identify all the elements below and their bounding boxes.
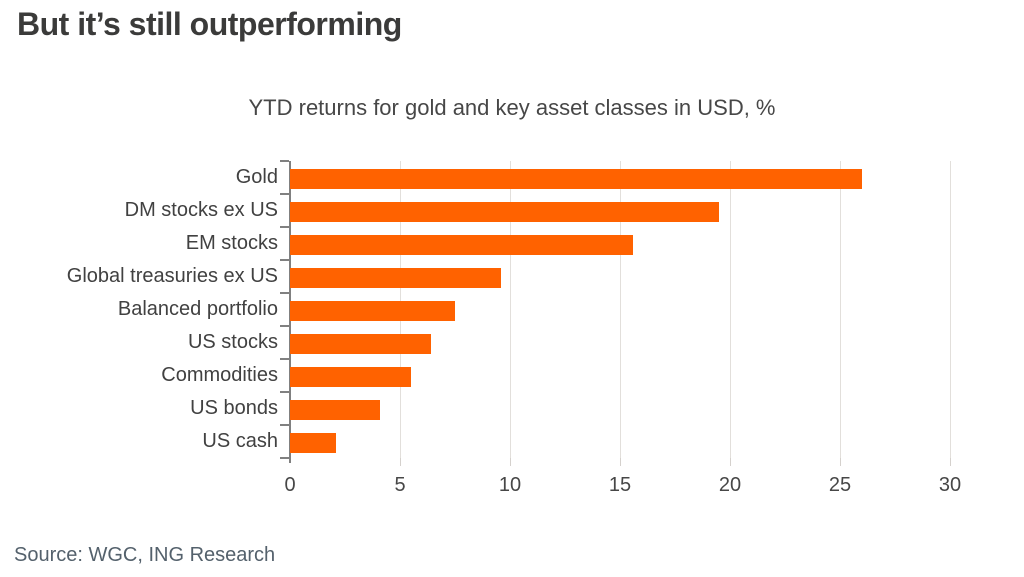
category-label-us-bonds: US bonds bbox=[190, 397, 278, 419]
x-tick-label-30: 30 bbox=[938, 474, 962, 496]
x-tick-label-5: 5 bbox=[394, 474, 406, 496]
category-label-global-treasuries-ex-us: Global treasuries ex US bbox=[66, 265, 278, 287]
y-axis-tick-6 bbox=[280, 358, 289, 360]
x-axis-tick-20 bbox=[730, 458, 731, 466]
x-tick-label-10: 10 bbox=[498, 474, 522, 496]
category-label-gold: Gold bbox=[235, 166, 278, 188]
bar-gold bbox=[290, 168, 862, 189]
bar-commodities bbox=[290, 366, 411, 387]
x-tick-label-0: 0 bbox=[284, 474, 296, 496]
category-label-us-stocks: US stocks bbox=[187, 331, 278, 353]
x-gridline-15 bbox=[620, 161, 621, 458]
y-axis-tick-4 bbox=[280, 292, 289, 294]
category-label-commodities: Commodities bbox=[161, 364, 278, 386]
y-axis-tick-5 bbox=[280, 325, 289, 327]
chart-title: YTD returns for gold and key asset class… bbox=[248, 95, 776, 120]
x-tick-label-15: 15 bbox=[608, 474, 632, 496]
x-gridline-30 bbox=[950, 161, 951, 458]
x-gridline-25 bbox=[840, 161, 841, 458]
page-title: But it’s still outperforming bbox=[17, 6, 402, 42]
plot-area: 0 5 10 15 20 25 30 bbox=[280, 160, 962, 496]
x-axis-tick-10 bbox=[510, 458, 511, 466]
y-axis-tick-2 bbox=[280, 226, 289, 228]
category-label-us-cash: US cash bbox=[202, 430, 278, 452]
category-label-dm-stocks-ex-us: DM stocks ex US bbox=[124, 199, 278, 221]
x-axis-tick-5 bbox=[400, 458, 401, 466]
y-axis-tick-7 bbox=[280, 391, 289, 393]
bar-us-stocks bbox=[290, 333, 431, 354]
y-axis-tick-3 bbox=[280, 259, 289, 261]
x-tick-label-20: 20 bbox=[718, 474, 742, 496]
y-axis-tick-9 bbox=[280, 457, 289, 459]
x-axis-tick-15 bbox=[620, 458, 621, 466]
category-label-em-stocks: EM stocks bbox=[185, 232, 278, 254]
bar-dm-stocks-ex-us bbox=[290, 201, 719, 222]
x-gridline-10 bbox=[510, 161, 511, 458]
x-axis-tick-25 bbox=[840, 458, 841, 466]
y-axis-tick-1 bbox=[280, 193, 289, 195]
category-label-balanced-portfolio: Balanced portfolio bbox=[117, 298, 278, 320]
bar-us-cash bbox=[290, 432, 337, 453]
bar-em-stocks bbox=[290, 234, 634, 255]
bar-us-bonds bbox=[290, 399, 381, 420]
x-gridline-20 bbox=[730, 161, 731, 458]
source-note: Source: WGC, ING Research bbox=[14, 544, 276, 566]
y-axis-tick-8 bbox=[280, 424, 289, 426]
x-axis-tick-30 bbox=[950, 458, 951, 466]
bar-global-treasuries-ex-us bbox=[290, 267, 502, 288]
category-labels: Gold DM stocks ex US EM stocks Global treas… bbox=[0, 161, 278, 458]
y-axis-tick-0 bbox=[280, 160, 289, 162]
x-tick-label-25: 25 bbox=[828, 474, 852, 496]
bar-balanced-portfolio bbox=[290, 300, 455, 321]
